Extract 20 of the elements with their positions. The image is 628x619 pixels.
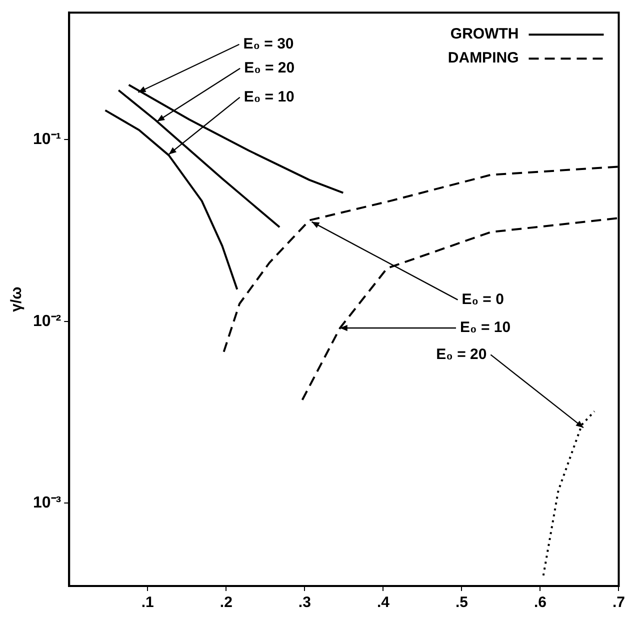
annotation: E₀ = 0	[462, 290, 504, 308]
annotation: E₀ = 10	[244, 88, 294, 106]
legend-label: GROWTH	[450, 26, 519, 43]
annotation: E₀ = 20	[244, 60, 295, 77]
annotation: E₀ = 20	[436, 346, 487, 363]
y-axis-title: γ/ω	[8, 286, 26, 312]
x-tick-label: .3	[298, 594, 311, 612]
x-tick-label: .5	[455, 594, 468, 612]
x-tick-label: .7	[612, 594, 626, 612]
x-tick-label: .1	[141, 594, 154, 612]
y-tick-label: 10⁻¹	[33, 131, 62, 148]
annotation: E₀ = 10	[460, 319, 511, 336]
x-tick-label: .2	[220, 594, 232, 612]
y-tick-label: 10⁻³	[33, 494, 62, 512]
line-series	[542, 410, 596, 576]
annotation: E₀ = 30	[243, 36, 294, 53]
x-tick-label: .6	[534, 594, 546, 612]
legend-label: DAMPING	[448, 50, 519, 67]
x-tick-label: .4	[376, 594, 390, 612]
y-tick-label: 10⁻²	[33, 312, 62, 330]
